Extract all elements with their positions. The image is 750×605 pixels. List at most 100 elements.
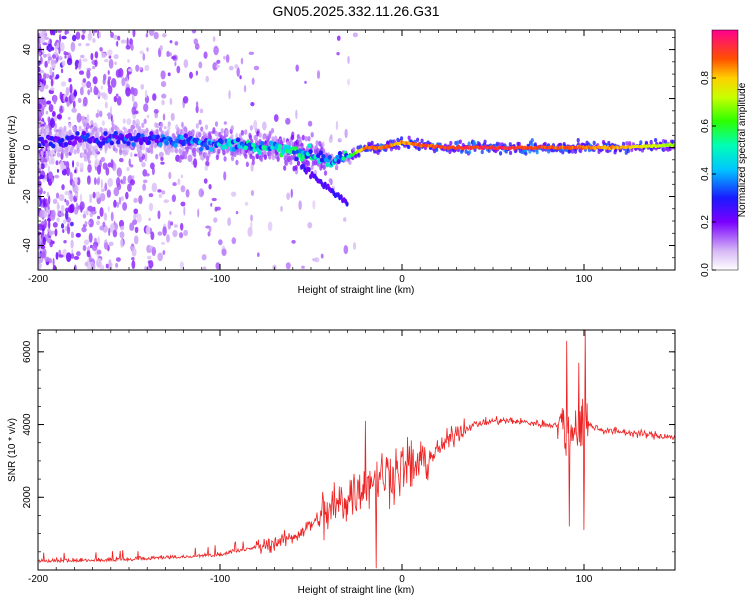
spectrogram-cell bbox=[215, 154, 219, 161]
spectrogram-cell bbox=[251, 159, 255, 166]
spectrogram-cell bbox=[207, 231, 211, 237]
spectrogram-cell bbox=[336, 51, 340, 56]
spectrogram-cell bbox=[65, 199, 70, 206]
colorbar-tick-label: 0.8 bbox=[700, 71, 711, 85]
spectrogram-cell bbox=[148, 202, 154, 212]
spectrogram-cell bbox=[96, 258, 102, 263]
spectrogram-cell bbox=[119, 225, 125, 231]
spectrogram-cell bbox=[39, 30, 42, 37]
spectrogram-cell bbox=[39, 174, 45, 179]
spectrogram-cell bbox=[195, 70, 198, 76]
spectrogram-cell bbox=[151, 246, 157, 257]
spectrogram-cell bbox=[143, 179, 148, 184]
colorbar-tick-label: 0.0 bbox=[700, 263, 711, 277]
spectrogram-cell bbox=[108, 241, 114, 247]
spectrogram-cell bbox=[110, 77, 117, 88]
spectrogram-cell bbox=[535, 149, 539, 155]
spectrogram-cell bbox=[162, 226, 167, 237]
spectrogram-cell bbox=[51, 63, 56, 69]
spectrogram-cell bbox=[64, 210, 69, 220]
spectrogram-cell bbox=[156, 122, 160, 129]
spectrogram-cell bbox=[320, 253, 324, 259]
spectrogram-cell bbox=[201, 254, 207, 261]
spectrogram-cell bbox=[289, 159, 293, 166]
spectrogram-cell bbox=[139, 151, 143, 158]
spectrogram-cell bbox=[95, 191, 101, 199]
spectrogram-cell bbox=[76, 148, 80, 154]
spectrogram-cell bbox=[131, 175, 135, 179]
spectrogram-cell bbox=[254, 136, 259, 143]
spectrogram-cell bbox=[54, 174, 60, 179]
spectrogram-cell bbox=[262, 121, 267, 131]
spectrogram-cell bbox=[88, 218, 94, 228]
spectrogram-cell bbox=[169, 40, 173, 44]
spectrogram-cell bbox=[107, 85, 113, 95]
spectrogram-cell bbox=[116, 201, 120, 208]
spectrogram-cell bbox=[76, 161, 80, 168]
spectrogram-cell bbox=[265, 135, 269, 141]
colorbar-label: Normalized spectral amplitude bbox=[737, 82, 748, 217]
y-tick-label: 0 bbox=[22, 144, 33, 150]
spectrogram-cell bbox=[498, 151, 503, 156]
spectrogram-cell bbox=[85, 143, 89, 150]
spectrogram-cell bbox=[57, 210, 60, 216]
spectrogram-cell bbox=[235, 159, 239, 166]
spectrogram-ridge-cell bbox=[164, 140, 169, 146]
spectrogram-cell bbox=[249, 125, 254, 131]
spectrogram-cell bbox=[122, 202, 128, 211]
spectrogram-cell bbox=[304, 80, 307, 84]
spectrogram-cell bbox=[416, 137, 420, 142]
spectrogram-cell bbox=[335, 164, 339, 170]
spectrogram-cell bbox=[152, 93, 157, 101]
spectrogram-y-label: Frequency (Hz) bbox=[7, 116, 18, 185]
spectrogram-cell bbox=[487, 148, 491, 153]
spectrogram-cell bbox=[79, 201, 85, 211]
spectrogram-cell bbox=[160, 70, 166, 80]
spectrogram-cell bbox=[286, 140, 290, 147]
spectrogram-cell bbox=[449, 140, 453, 146]
spectrogram-cell bbox=[304, 162, 308, 168]
spectrogram-cell bbox=[664, 139, 668, 144]
spectrogram-cell bbox=[108, 58, 114, 69]
spectrogram-cell bbox=[235, 211, 239, 215]
spectrogram-cell bbox=[93, 177, 97, 186]
spectrogram-cell bbox=[174, 61, 177, 67]
spectrogram-cell bbox=[204, 124, 209, 130]
x-tick-label: -100 bbox=[210, 574, 230, 585]
spectrogram-cell bbox=[205, 75, 209, 83]
spectrogram-cell bbox=[295, 109, 298, 120]
spectrogram-cell bbox=[570, 149, 575, 154]
spectrogram-cell bbox=[107, 49, 113, 57]
spectrogram-ridge-cell bbox=[136, 132, 141, 138]
spectrogram-cell bbox=[77, 97, 82, 104]
spectrogram-cell bbox=[204, 165, 209, 171]
spectrogram-cell bbox=[38, 180, 42, 188]
spectrogram-cell bbox=[183, 229, 189, 237]
spectrogram-cell bbox=[141, 122, 145, 129]
snr-x-ticks: -200 -100 0 100 bbox=[28, 330, 676, 585]
spectrogram-cell bbox=[56, 217, 60, 223]
spectrogram-cell bbox=[214, 206, 218, 212]
spectrogram-cell bbox=[59, 34, 62, 43]
spectrogram-cell bbox=[347, 78, 350, 86]
spectrogram-cell bbox=[244, 153, 248, 159]
spectrogram-cell bbox=[158, 151, 164, 158]
snr-y-label: SNR (10 * v/v) bbox=[7, 418, 18, 482]
spectrogram-cell bbox=[46, 100, 52, 105]
snr-series-line bbox=[38, 330, 675, 569]
spectrogram-cell bbox=[160, 122, 164, 128]
spectrogram-cell bbox=[145, 173, 150, 177]
spectrogram-cell bbox=[671, 139, 675, 144]
spectrogram-cell bbox=[193, 158, 198, 168]
spectrogram-cell bbox=[161, 99, 165, 106]
spectrogram-cell bbox=[99, 47, 103, 52]
spectrogram-cell bbox=[100, 85, 103, 90]
spectrogram-cell bbox=[46, 207, 49, 214]
spectrogram-cell bbox=[59, 42, 65, 52]
spectrogram-cell bbox=[448, 149, 452, 155]
spectrogram-cell bbox=[107, 177, 114, 188]
spectrogram-cell bbox=[250, 102, 255, 107]
spectrogram-frame bbox=[37, 29, 676, 271]
spectrogram-cell bbox=[262, 134, 266, 140]
spectrogram-cell bbox=[143, 118, 147, 125]
